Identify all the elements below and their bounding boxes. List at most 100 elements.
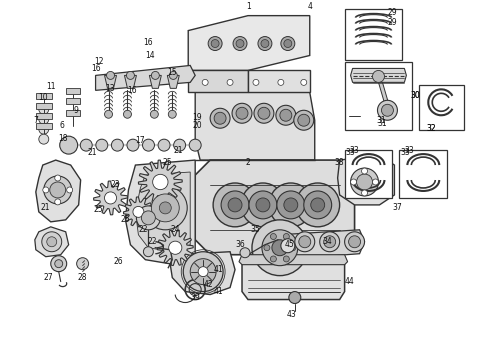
Text: 12: 12	[94, 57, 103, 66]
Circle shape	[39, 104, 49, 114]
Text: 19: 19	[193, 113, 202, 122]
Circle shape	[295, 232, 315, 252]
Text: 21: 21	[173, 145, 183, 154]
Circle shape	[111, 139, 123, 151]
Circle shape	[168, 110, 176, 118]
Bar	[36, 113, 52, 119]
Circle shape	[55, 260, 63, 268]
Ellipse shape	[98, 140, 106, 150]
Text: 15: 15	[168, 68, 177, 77]
Bar	[399, 150, 447, 198]
Polygon shape	[94, 181, 127, 215]
Text: 4: 4	[307, 2, 312, 11]
Circle shape	[104, 110, 113, 118]
Polygon shape	[135, 172, 190, 252]
Circle shape	[344, 232, 365, 252]
Polygon shape	[350, 68, 406, 82]
Circle shape	[144, 186, 187, 230]
Text: 43: 43	[287, 310, 296, 319]
Circle shape	[301, 80, 307, 85]
Text: 9: 9	[73, 106, 78, 115]
Text: 38: 38	[335, 158, 344, 167]
Circle shape	[151, 194, 179, 222]
Text: 16: 16	[91, 64, 100, 73]
Ellipse shape	[145, 140, 152, 150]
Polygon shape	[157, 230, 193, 266]
Circle shape	[39, 114, 49, 124]
Circle shape	[169, 71, 177, 80]
Text: 21: 21	[88, 148, 98, 157]
Polygon shape	[35, 227, 69, 257]
Text: 22: 22	[139, 225, 148, 234]
Text: 17: 17	[136, 136, 145, 145]
Polygon shape	[149, 75, 161, 88]
Circle shape	[142, 211, 155, 225]
Circle shape	[264, 245, 270, 251]
Circle shape	[144, 247, 153, 257]
Circle shape	[253, 80, 259, 85]
Circle shape	[123, 110, 131, 118]
Circle shape	[210, 108, 230, 128]
Circle shape	[270, 234, 276, 239]
Circle shape	[43, 187, 49, 193]
Circle shape	[281, 239, 295, 253]
Text: 29: 29	[388, 8, 397, 17]
Circle shape	[262, 230, 298, 266]
Ellipse shape	[175, 140, 184, 150]
Circle shape	[277, 191, 305, 219]
Text: 45: 45	[285, 240, 294, 249]
Text: 29: 29	[388, 18, 397, 27]
Circle shape	[283, 234, 289, 239]
Circle shape	[183, 252, 223, 292]
Circle shape	[233, 37, 247, 50]
Polygon shape	[125, 160, 195, 265]
Polygon shape	[195, 160, 355, 255]
Bar	[344, 150, 392, 198]
Text: 25: 25	[121, 215, 130, 224]
Circle shape	[96, 139, 108, 151]
Circle shape	[252, 220, 308, 276]
Text: 25: 25	[163, 158, 172, 167]
Ellipse shape	[82, 140, 90, 150]
Polygon shape	[242, 255, 344, 300]
Text: 33: 33	[346, 148, 355, 157]
Bar	[66, 98, 80, 104]
Text: 33: 33	[350, 145, 360, 154]
Bar	[344, 9, 402, 60]
Text: 32: 32	[426, 124, 436, 133]
Circle shape	[236, 40, 244, 48]
Circle shape	[133, 206, 144, 217]
Polygon shape	[104, 75, 117, 88]
Text: 1: 1	[246, 2, 251, 11]
Circle shape	[127, 139, 139, 151]
Polygon shape	[239, 255, 347, 265]
Circle shape	[281, 37, 295, 50]
Circle shape	[126, 71, 134, 80]
Circle shape	[151, 71, 159, 80]
Polygon shape	[195, 92, 315, 160]
Text: 2: 2	[245, 158, 250, 167]
Text: 44: 44	[345, 277, 354, 286]
Circle shape	[294, 110, 314, 130]
Circle shape	[258, 107, 270, 119]
Bar	[344, 62, 413, 130]
Bar	[66, 110, 80, 116]
Polygon shape	[248, 71, 310, 92]
Circle shape	[202, 80, 208, 85]
Circle shape	[240, 248, 250, 258]
Polygon shape	[338, 155, 394, 205]
Text: 32: 32	[426, 124, 436, 133]
Circle shape	[299, 236, 311, 248]
Circle shape	[143, 139, 154, 151]
Circle shape	[372, 179, 378, 185]
Polygon shape	[171, 252, 235, 294]
Text: 36: 36	[235, 240, 245, 249]
Polygon shape	[124, 75, 136, 88]
Text: 30: 30	[411, 91, 420, 100]
Polygon shape	[167, 75, 179, 88]
Polygon shape	[188, 71, 248, 92]
Text: 33: 33	[404, 145, 414, 154]
Circle shape	[228, 198, 242, 212]
Ellipse shape	[160, 140, 168, 150]
Text: 23: 23	[111, 180, 121, 189]
